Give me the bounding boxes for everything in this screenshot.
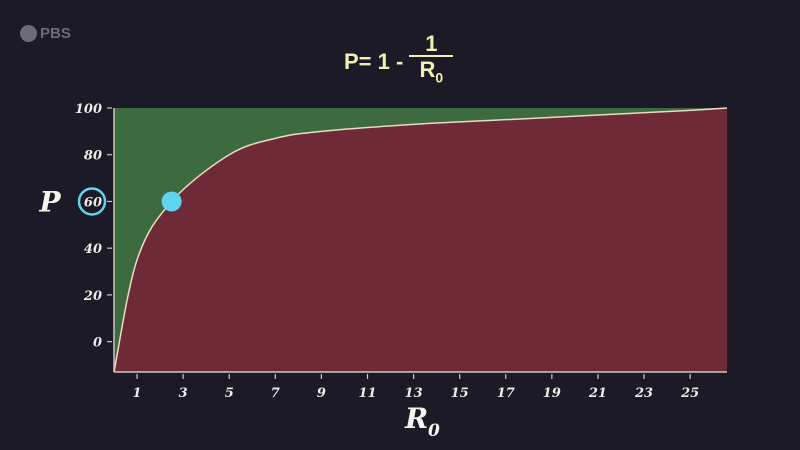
highlight-point [161, 191, 182, 212]
x-tick-label: 3 [179, 386, 188, 401]
x-tick-label: 5 [225, 386, 234, 401]
y-tick-label: 40 [84, 242, 102, 257]
x-tick-label: 23 [634, 386, 653, 401]
y-tick-label: 60 [84, 195, 102, 210]
curve-line [113, 107, 728, 373]
y-axis-label: P [38, 185, 61, 218]
x-tick-label: 7 [271, 386, 280, 401]
x-axis-label-subscript: 0 [428, 421, 440, 441]
x-axis-label: R [404, 402, 428, 435]
y-tick-label: 0 [93, 336, 102, 351]
x-tick-label: 9 [317, 386, 326, 401]
formula-numerator: 1 [425, 31, 438, 56]
x-tick-label: 17 [497, 386, 515, 401]
formula-fraction: 1 R0 [409, 31, 454, 90]
y-tick-label: 20 [83, 289, 102, 304]
fraction-bar [409, 55, 454, 57]
pbs-head-icon [20, 25, 37, 42]
y-tick-label: 80 [84, 149, 102, 164]
y-tick-label: 100 [75, 102, 102, 117]
x-tick-label: 13 [405, 386, 423, 401]
x-tick-label: 11 [358, 386, 376, 401]
x-tick-label: 21 [588, 386, 607, 401]
denominator-r: R [419, 57, 436, 82]
formula: P= 1 - 1 R0 [344, 31, 454, 90]
x-tick-label: 25 [680, 386, 699, 401]
pbs-logo-text: PBS [40, 25, 71, 42]
formula-lhs: P= 1 - [344, 48, 404, 74]
denominator-sub: 0 [435, 69, 444, 86]
x-tick-label: 1 [133, 386, 142, 401]
x-tick-label: 15 [451, 386, 469, 401]
pbs-logo: PBS [20, 25, 71, 42]
region-below-curve [114, 108, 727, 372]
formula-denominator: R0 [419, 57, 443, 90]
x-tick-label: 19 [543, 386, 561, 401]
y-tick-highlight-ring [77, 187, 107, 216]
